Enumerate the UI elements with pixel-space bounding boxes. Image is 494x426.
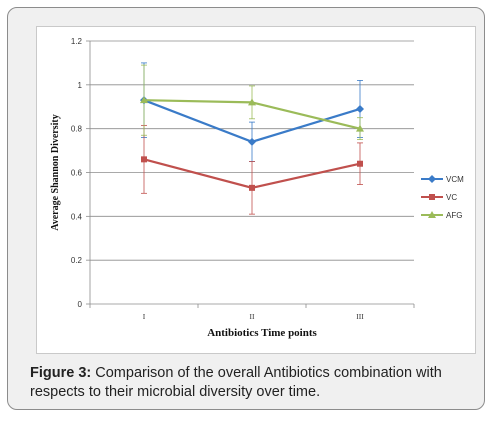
y-tick-label: 0	[78, 300, 83, 309]
legend-label: AFG	[446, 211, 462, 220]
y-tick-label: 0.2	[71, 256, 83, 265]
point-marker	[356, 124, 364, 132]
point-marker	[429, 194, 435, 200]
point-marker	[141, 156, 147, 163]
point-marker	[140, 96, 148, 104]
point-marker	[428, 211, 436, 218]
legend-label: VC	[446, 193, 457, 202]
point-marker	[428, 175, 436, 183]
x-axis-title: Antibiotics Time points	[207, 327, 317, 339]
x-tick-label: I	[143, 312, 146, 321]
y-axis-title: Average Shannon Diversity	[50, 114, 61, 230]
caption-text: Comparison of the overall Antibiotics co…	[30, 365, 442, 400]
point-marker	[249, 184, 255, 191]
x-tick-label: III	[356, 312, 364, 321]
chart-area: 0 0.2 0.4 0.6 0.8 1 1.2 I II III Average Shannon D…	[36, 26, 476, 354]
point-marker	[356, 104, 364, 113]
y-tick-label: 0.6	[71, 169, 83, 178]
y-tick-label: 1.2	[71, 37, 83, 46]
figure-frame: 0 0.2 0.4 0.6 0.8 1 1.2 I II III Average Shannon D…	[7, 7, 485, 410]
y-tick-label: 0.4	[71, 212, 83, 221]
legend-label: VCM	[446, 175, 464, 184]
caption-label: Figure 3:	[30, 365, 92, 381]
y-tick-label: 1	[78, 81, 83, 90]
point-marker	[248, 98, 256, 106]
y-tick-label: 0.8	[71, 125, 83, 134]
figure-caption: Figure 3: Comparison of the overall Anti…	[30, 364, 475, 402]
point-marker	[357, 160, 363, 167]
point-marker	[248, 137, 256, 146]
x-tick-label: II	[250, 312, 255, 321]
